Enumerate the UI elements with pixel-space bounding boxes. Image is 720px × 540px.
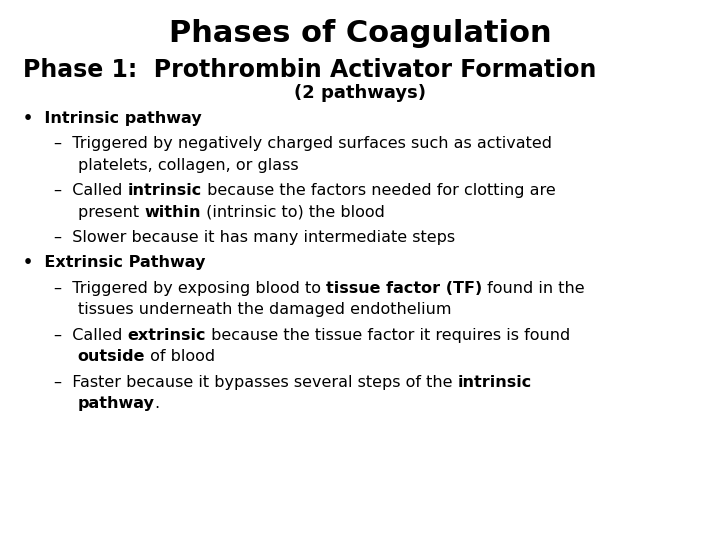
Text: because the factors needed for clotting are: because the factors needed for clotting … bbox=[202, 183, 556, 198]
Text: pathway: pathway bbox=[78, 396, 155, 411]
Text: –  Triggered by exposing blood to: – Triggered by exposing blood to bbox=[54, 281, 326, 296]
Text: intrinsic: intrinsic bbox=[458, 375, 532, 390]
Text: –  Called: – Called bbox=[54, 183, 127, 198]
Text: within: within bbox=[144, 205, 200, 220]
Text: present: present bbox=[78, 205, 144, 220]
Text: outside: outside bbox=[78, 349, 145, 364]
Text: found in the: found in the bbox=[482, 281, 585, 296]
Text: •  Extrinsic Pathway: • Extrinsic Pathway bbox=[23, 255, 205, 271]
Text: Phase 1:  Prothrombin Activator Formation: Phase 1: Prothrombin Activator Formation bbox=[23, 58, 596, 82]
Text: because the tissue factor it requires is found: because the tissue factor it requires is… bbox=[206, 328, 570, 343]
Text: –  Slower because it has many intermediate steps: – Slower because it has many intermediat… bbox=[54, 230, 455, 245]
Text: platelets, collagen, or glass: platelets, collagen, or glass bbox=[78, 158, 298, 173]
Text: .: . bbox=[155, 396, 160, 411]
Text: intrinsic: intrinsic bbox=[127, 183, 202, 198]
Text: –  Called: – Called bbox=[54, 328, 127, 343]
Text: –  Triggered by negatively charged surfaces such as activated: – Triggered by negatively charged surfac… bbox=[54, 136, 552, 151]
Text: tissues underneath the damaged endothelium: tissues underneath the damaged endotheli… bbox=[78, 302, 451, 318]
Text: •  Intrinsic pathway: • Intrinsic pathway bbox=[23, 111, 202, 126]
Text: (2 pathways): (2 pathways) bbox=[294, 84, 426, 102]
Text: Phases of Coagulation: Phases of Coagulation bbox=[168, 19, 552, 48]
Text: –  Faster because it bypasses several steps of the: – Faster because it bypasses several ste… bbox=[54, 375, 458, 390]
Text: of blood: of blood bbox=[145, 349, 215, 364]
Text: tissue factor (TF): tissue factor (TF) bbox=[326, 281, 482, 296]
Text: (intrinsic to) the blood: (intrinsic to) the blood bbox=[200, 205, 384, 220]
Text: extrinsic: extrinsic bbox=[127, 328, 206, 343]
